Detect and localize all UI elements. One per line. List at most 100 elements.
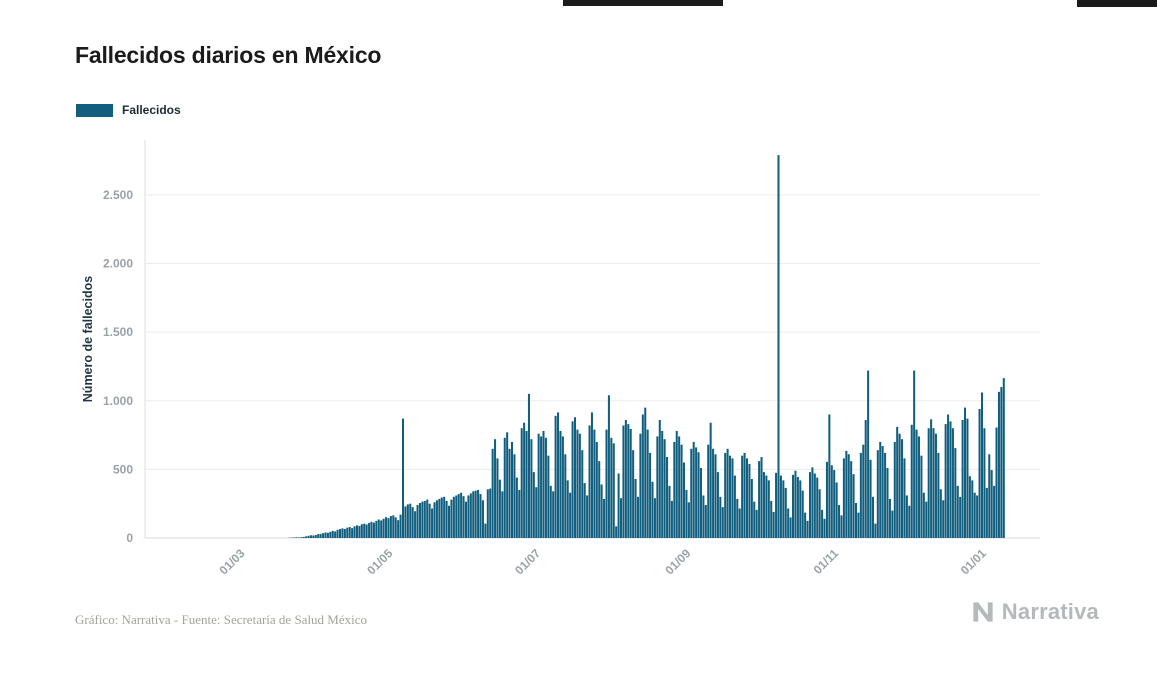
- bar[interactable]: [462, 496, 465, 538]
- bar[interactable]: [295, 537, 298, 538]
- bar[interactable]: [927, 428, 930, 538]
- bar[interactable]: [913, 370, 916, 538]
- bar[interactable]: [409, 503, 412, 538]
- bar[interactable]: [610, 437, 613, 538]
- bar[interactable]: [775, 472, 778, 538]
- bar[interactable]: [607, 395, 610, 538]
- bar[interactable]: [956, 485, 959, 538]
- bar[interactable]: [382, 518, 385, 538]
- bar[interactable]: [433, 502, 436, 538]
- bar[interactable]: [922, 492, 925, 538]
- bar[interactable]: [496, 458, 499, 538]
- bar[interactable]: [685, 489, 688, 538]
- bar[interactable]: [917, 436, 921, 538]
- bar[interactable]: [537, 433, 540, 538]
- bar[interactable]: [925, 501, 928, 538]
- bar[interactable]: [750, 478, 753, 538]
- bar[interactable]: [573, 417, 577, 538]
- bar[interactable]: [891, 510, 894, 538]
- bar[interactable]: [624, 419, 627, 538]
- bar[interactable]: [886, 468, 889, 538]
- bar[interactable]: [719, 496, 722, 538]
- bar[interactable]: [859, 452, 862, 538]
- bar[interactable]: [358, 525, 361, 538]
- bar[interactable]: [942, 500, 945, 538]
- bar[interactable]: [477, 489, 480, 538]
- bar[interactable]: [322, 533, 325, 538]
- bar[interactable]: [959, 496, 962, 538]
- bar[interactable]: [467, 495, 470, 538]
- bar[interactable]: [329, 531, 332, 538]
- bar[interactable]: [821, 509, 824, 538]
- bar[interactable]: [651, 481, 654, 538]
- bar[interactable]: [297, 537, 300, 538]
- bar[interactable]: [404, 506, 407, 538]
- bar[interactable]: [947, 414, 950, 538]
- bar[interactable]: [772, 511, 775, 538]
- bar[interactable]: [966, 418, 969, 538]
- bar[interactable]: [767, 480, 770, 538]
- bar[interactable]: [370, 521, 373, 538]
- bar[interactable]: [944, 424, 947, 538]
- bar[interactable]: [593, 429, 596, 538]
- bar[interactable]: [646, 429, 649, 538]
- bar[interactable]: [498, 479, 501, 538]
- bar[interactable]: [997, 391, 1000, 538]
- bar[interactable]: [823, 518, 826, 538]
- bar[interactable]: [343, 528, 346, 538]
- bar[interactable]: [319, 533, 322, 538]
- bar[interactable]: [699, 468, 702, 538]
- bar[interactable]: [387, 518, 390, 538]
- bar[interactable]: [440, 497, 443, 538]
- bar[interactable]: [673, 441, 676, 538]
- bar[interactable]: [661, 430, 664, 538]
- bar[interactable]: [302, 536, 305, 538]
- bar[interactable]: [736, 498, 739, 538]
- bar[interactable]: [896, 426, 899, 538]
- bar[interactable]: [549, 485, 552, 538]
- bar[interactable]: [377, 519, 380, 538]
- bar[interactable]: [845, 450, 848, 538]
- bar[interactable]: [813, 473, 816, 539]
- bar[interactable]: [426, 499, 429, 538]
- bar[interactable]: [765, 475, 768, 538]
- bar[interactable]: [714, 454, 717, 538]
- bar[interactable]: [416, 505, 419, 538]
- bar[interactable]: [600, 484, 603, 538]
- bar[interactable]: [893, 441, 896, 538]
- bar[interactable]: [542, 430, 545, 538]
- bar[interactable]: [644, 407, 647, 538]
- bar[interactable]: [884, 452, 887, 538]
- bar[interactable]: [588, 425, 591, 538]
- bar[interactable]: [520, 428, 523, 538]
- bar[interactable]: [724, 452, 727, 538]
- bar[interactable]: [905, 495, 908, 538]
- bar[interactable]: [397, 520, 400, 538]
- bar[interactable]: [964, 407, 967, 538]
- bar[interactable]: [406, 504, 409, 538]
- bar[interactable]: [547, 455, 550, 538]
- bar[interactable]: [552, 491, 555, 538]
- bar[interactable]: [733, 475, 736, 538]
- bar[interactable]: [852, 474, 855, 538]
- bar[interactable]: [314, 534, 317, 538]
- bar[interactable]: [336, 529, 339, 538]
- bar[interactable]: [869, 459, 872, 538]
- bar[interactable]: [501, 491, 504, 538]
- bar[interactable]: [445, 500, 448, 538]
- bar[interactable]: [678, 436, 681, 538]
- bar[interactable]: [840, 515, 843, 538]
- bar[interactable]: [666, 457, 669, 538]
- bar[interactable]: [704, 505, 707, 538]
- bar[interactable]: [1000, 387, 1003, 538]
- bar[interactable]: [939, 489, 942, 538]
- bar[interactable]: [622, 425, 625, 538]
- bar[interactable]: [523, 422, 526, 538]
- bar[interactable]: [995, 427, 998, 538]
- bar[interactable]: [605, 429, 608, 538]
- bar[interactable]: [985, 487, 988, 538]
- bar[interactable]: [762, 472, 765, 538]
- bar[interactable]: [903, 458, 906, 538]
- bar[interactable]: [811, 467, 814, 538]
- bar[interactable]: [680, 444, 683, 538]
